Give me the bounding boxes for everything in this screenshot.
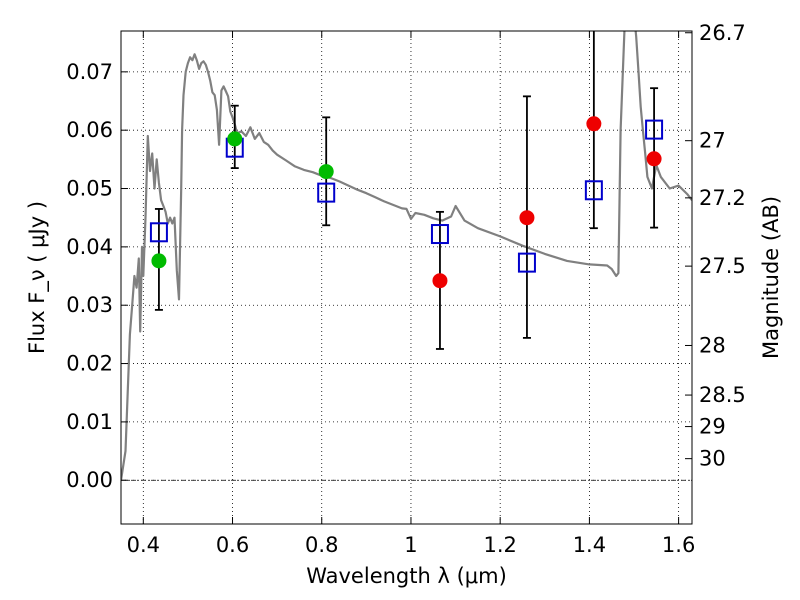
limit-point — [586, 116, 602, 132]
model-flux-square — [517, 252, 536, 273]
limit-point — [432, 273, 448, 289]
x-tick-label: 0.6 — [216, 533, 249, 557]
y-tick-label: 0.04 — [66, 235, 113, 259]
model-flux-square — [584, 180, 603, 201]
right-tick-label: 27.5 — [699, 254, 746, 278]
right-tick-label: 28 — [699, 333, 726, 357]
x-tick-label: 1.2 — [483, 533, 516, 557]
detection-point — [318, 164, 334, 180]
photometry-markers — [149, 116, 664, 289]
y-tick-label: 0.00 — [66, 468, 113, 492]
y-tick-label: 0.06 — [66, 118, 113, 142]
right-tick-label: 30 — [699, 447, 726, 471]
detection-point — [151, 253, 167, 269]
x-tick-label: 1.4 — [573, 533, 606, 557]
x-axis-label: Wavelength λ (μm) — [306, 564, 507, 588]
model-flux-square — [645, 119, 664, 140]
y-tick-label: 0.01 — [66, 410, 113, 434]
right-tick-label: 26.7 — [699, 21, 746, 45]
limit-point — [519, 210, 535, 226]
right-tick-label: 27.2 — [699, 186, 746, 210]
x-tick-label: 1.6 — [662, 533, 695, 557]
x-tick-label: 0.8 — [305, 533, 338, 557]
model-flux-square — [317, 182, 336, 203]
error-bars — [154, 31, 659, 350]
limit-point — [646, 151, 662, 167]
detection-point — [227, 131, 243, 147]
model-spectrum — [121, 31, 692, 481]
axis-ticks: 0.4 0.6 0.8 1 1.2 1.4 1.6 0.00 0.01 0.02 0.03 0.04 0… — [66, 21, 746, 557]
y-tick-label: 0.05 — [66, 177, 113, 201]
model-spectrum-line — [121, 31, 692, 481]
x-tick-label: 1 — [404, 533, 417, 557]
y-tick-label: 0.02 — [66, 352, 113, 376]
y-axis-label: Flux F_ν ( μJy ) — [25, 201, 50, 354]
plot-frame — [120, 30, 693, 525]
x-tick-label: 0.4 — [127, 533, 160, 557]
model-flux-square — [430, 224, 449, 245]
y-tick-label: 0.07 — [66, 60, 113, 84]
right-tick-label: 28.5 — [699, 383, 746, 407]
right-tick-label: 27 — [699, 129, 726, 153]
right-axis-label: Magnitude (AB) — [759, 196, 783, 359]
y-tick-label: 0.03 — [66, 293, 113, 317]
model-flux-square — [149, 222, 168, 243]
grid-lines — [121, 31, 692, 524]
right-tick-label: 29 — [699, 415, 726, 439]
